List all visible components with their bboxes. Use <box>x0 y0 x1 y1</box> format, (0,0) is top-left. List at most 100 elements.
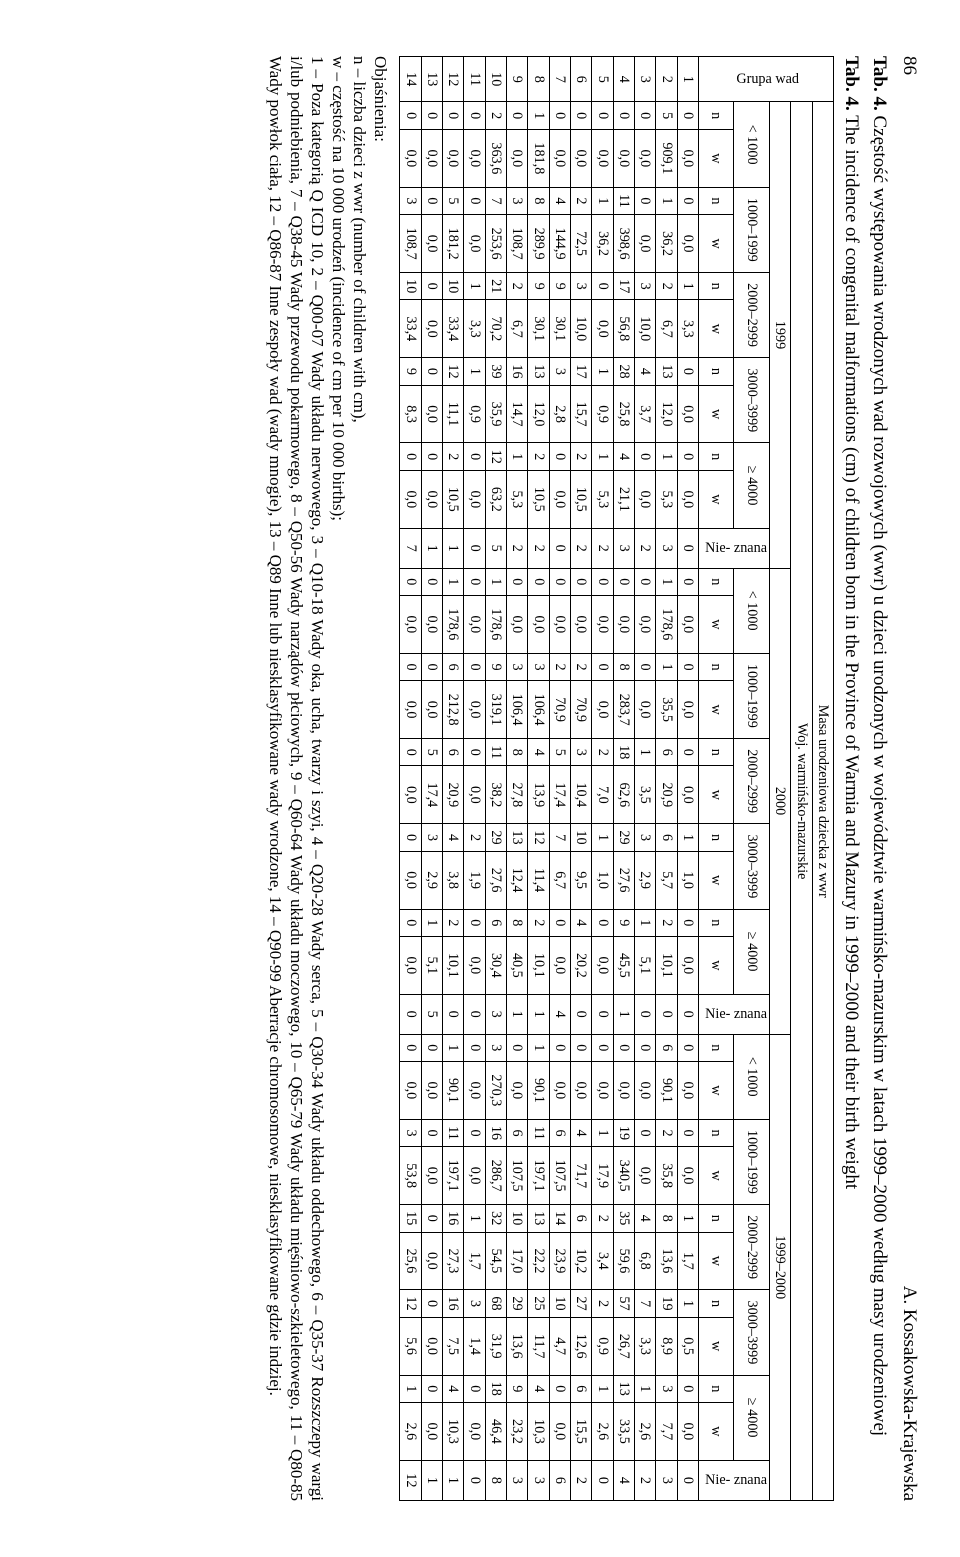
cell: 0 <box>677 909 698 936</box>
cell: 10,4 <box>570 766 591 824</box>
col-n: n <box>698 1290 734 1317</box>
cell: 15,7 <box>570 385 591 443</box>
cell: 0,0 <box>592 595 613 653</box>
cell: 363,6 <box>485 129 506 187</box>
cell: 1 <box>442 1034 463 1061</box>
weight-band: 3000–3999 <box>734 358 770 443</box>
cell: 0 <box>677 187 698 214</box>
cell: 6 <box>442 653 463 680</box>
cell: 1,7 <box>677 1232 698 1290</box>
cell: 2 <box>528 528 549 568</box>
weight-band: < 1000 <box>734 102 770 187</box>
cell: 36,2 <box>656 215 677 273</box>
cell: 0,0 <box>677 470 698 528</box>
cell: 16 <box>442 1205 463 1232</box>
cell: 1 <box>677 1205 698 1232</box>
table-row: 102363,67253,62170,23935,91263,251178,69… <box>485 57 506 1501</box>
col-w: w <box>698 936 734 994</box>
cell: 4 <box>528 739 549 766</box>
cell: 181,2 <box>442 215 463 273</box>
cell: 5,3 <box>506 470 527 528</box>
cell: 6 <box>656 824 677 851</box>
cell: 0,0 <box>677 1147 698 1205</box>
cell: 2 <box>570 187 591 214</box>
cell: 2 <box>592 1205 613 1232</box>
cell: 0 <box>442 102 463 129</box>
cell: 0,0 <box>464 595 485 653</box>
cell: 9 <box>400 358 421 385</box>
cell: 4 <box>634 1205 655 1232</box>
cell: 8 <box>528 187 549 214</box>
cell: 23,9 <box>549 1232 570 1290</box>
cell: 0 <box>464 187 485 214</box>
cell: 29 <box>613 824 634 851</box>
cell: 0 <box>549 1034 570 1061</box>
cell: 0 <box>421 358 442 385</box>
cell: 0,0 <box>549 129 570 187</box>
cell: 1 <box>421 528 442 568</box>
author-name: A. Kossakowska-Krajewska <box>898 1286 920 1501</box>
cell: 0,0 <box>549 595 570 653</box>
cell: 13 <box>506 824 527 851</box>
cell: 0,0 <box>677 215 698 273</box>
cell: 0,9 <box>592 385 613 443</box>
cell: 178,6 <box>485 595 506 653</box>
cell: 0,0 <box>592 300 613 358</box>
col-n: n <box>698 443 734 470</box>
cell: 270,3 <box>485 1062 506 1120</box>
weight-band: ≥ 4000 <box>734 909 770 994</box>
row-code: 10 <box>485 57 506 102</box>
cell: 1 <box>506 994 527 1034</box>
cell: 0 <box>677 528 698 568</box>
cell: 20,9 <box>442 766 463 824</box>
cell: 5,1 <box>421 936 442 994</box>
cell: 33,4 <box>442 300 463 358</box>
table-row: 600,0272,5310,01715,7210,5200,0270,9310,… <box>570 57 591 1501</box>
caption-en: Tab. 4. The incidence of congenital malf… <box>840 56 862 1501</box>
cell: 0 <box>421 187 442 214</box>
cell: 0,0 <box>506 1062 527 1120</box>
cell: 107,5 <box>549 1147 570 1205</box>
cell: 0 <box>464 102 485 129</box>
cell: 0,0 <box>442 129 463 187</box>
col-n: n <box>698 358 734 385</box>
cell: 4 <box>613 443 634 470</box>
explain-hdr: Objaśnienia: <box>371 56 390 142</box>
cell: 0 <box>506 102 527 129</box>
cell: 8,3 <box>400 385 421 443</box>
cell: 1 <box>592 1375 613 1402</box>
cell: 1 <box>656 443 677 470</box>
cell: 0 <box>421 1205 442 1232</box>
cell: 0 <box>421 272 442 299</box>
cell: 0,9 <box>464 385 485 443</box>
cell: 18 <box>613 739 634 766</box>
col-w: w <box>698 1147 734 1205</box>
cell: 7 <box>485 187 506 214</box>
cell: 3 <box>656 1460 677 1500</box>
cell: 0,0 <box>613 1062 634 1120</box>
explain-l3: 1 – Poza kategorią Q ICD 10, 2 – Q00-07 … <box>266 56 327 1501</box>
cell: 0 <box>570 994 591 1034</box>
cell: 0,0 <box>506 595 527 653</box>
cell: 1 <box>464 272 485 299</box>
cell: 11 <box>613 187 634 214</box>
cell: 90,1 <box>656 1062 677 1120</box>
cell: 1 <box>634 1375 655 1402</box>
cell: 3,5 <box>634 766 655 824</box>
cell: 27,6 <box>613 851 634 909</box>
cell: 0,0 <box>677 385 698 443</box>
cell: 0 <box>400 653 421 680</box>
cell: 10 <box>570 824 591 851</box>
weight-band: 1000–1999 <box>734 1119 770 1204</box>
cell: 0 <box>400 102 421 129</box>
cell: 16 <box>442 1290 463 1317</box>
col-w: w <box>698 1317 734 1375</box>
rowhead-label: Grupa wad <box>737 71 800 87</box>
col-n: n <box>698 272 734 299</box>
col-n: n <box>698 1375 734 1402</box>
cell: 0 <box>656 994 677 1034</box>
cell: 2 <box>592 1290 613 1317</box>
cell: 1 <box>613 994 634 1034</box>
cell: 3 <box>400 187 421 214</box>
cell: 0,0 <box>549 1403 570 1461</box>
